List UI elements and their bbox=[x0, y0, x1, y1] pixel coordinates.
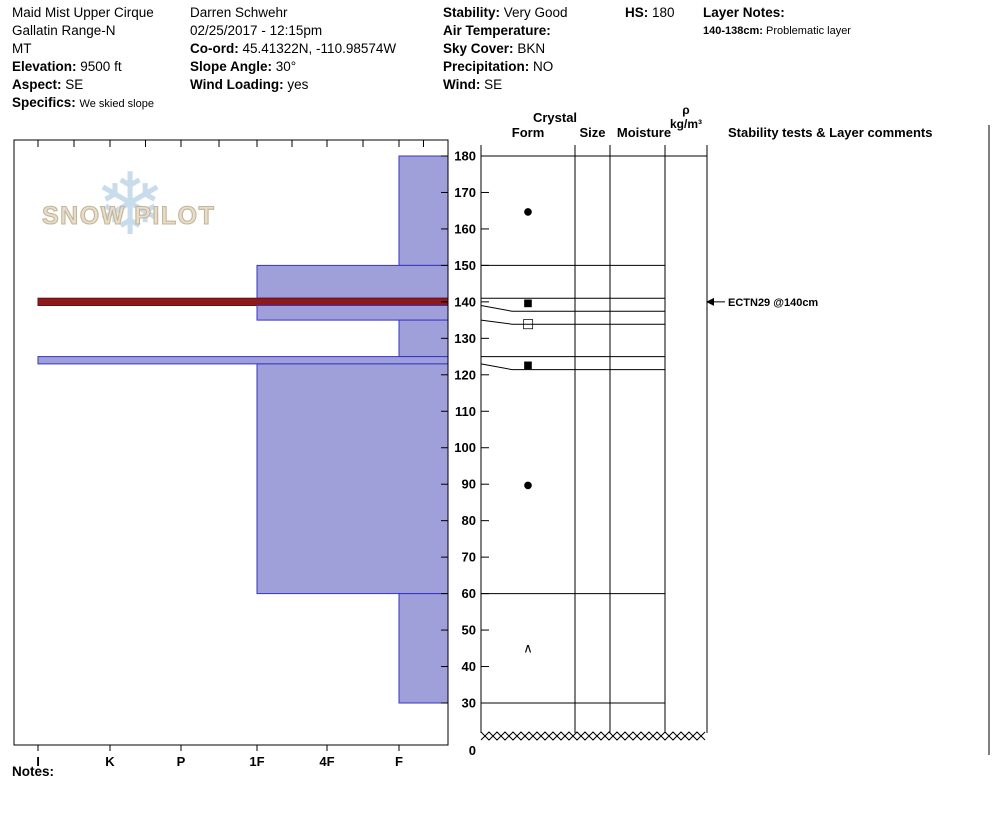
svg-text:30: 30 bbox=[462, 696, 476, 711]
site-aspect: Aspect: SE bbox=[12, 76, 154, 94]
layer-notes-block: Layer Notes: 140-138cm: Problematic laye… bbox=[703, 4, 851, 40]
svg-text:□: □ bbox=[522, 317, 534, 332]
size-column-header: Size bbox=[579, 125, 606, 140]
svg-text:50: 50 bbox=[462, 623, 476, 638]
layer-note: 140-138cm: Problematic layer bbox=[703, 22, 851, 40]
svg-text:90: 90 bbox=[462, 477, 476, 492]
stability-tests-header: Stability tests & Layer comments bbox=[728, 125, 933, 140]
slope-angle-value: 30° bbox=[275, 59, 297, 74]
site-info-block: Maid Mist Upper Cirque Gallatin Range-N … bbox=[12, 4, 154, 112]
svg-text:130: 130 bbox=[454, 331, 476, 346]
svg-text:■: ■ bbox=[523, 298, 532, 309]
air-temperature: Air Temperature: bbox=[443, 22, 568, 40]
hs-block: HS: 180 bbox=[625, 4, 675, 22]
stability: Stability: Very Good bbox=[443, 4, 568, 22]
aspect-label: Aspect: bbox=[12, 77, 62, 92]
svg-text:100: 100 bbox=[454, 440, 476, 455]
precipitation: Precipitation: NO bbox=[443, 58, 568, 76]
site-specifics: Specifics: We skied slope bbox=[12, 94, 154, 112]
precipitation-value: NO bbox=[533, 59, 554, 74]
svg-text:K: K bbox=[105, 754, 115, 769]
wind-loading-value: yes bbox=[287, 77, 309, 92]
logo-snow: SNOW bbox=[41, 201, 126, 230]
site-elevation: Elevation: 9500 ft bbox=[12, 58, 154, 76]
svg-text:0: 0 bbox=[469, 743, 476, 758]
aspect-value: SE bbox=[65, 77, 84, 92]
svg-text:●: ● bbox=[524, 480, 533, 491]
site-range: Gallatin Range-N bbox=[12, 23, 116, 38]
svg-text:1F: 1F bbox=[249, 754, 264, 769]
specifics-label: Specifics: bbox=[12, 95, 76, 110]
svg-text:ECTN29 @140cm: ECTN29 @140cm bbox=[728, 297, 818, 309]
svg-text:110: 110 bbox=[455, 404, 476, 419]
notes-label: Notes: bbox=[12, 764, 55, 779]
coordinates: Co-ord: 45.41322N, -110.98574W bbox=[190, 40, 396, 58]
svg-text:170: 170 bbox=[454, 185, 476, 200]
svg-text:P: P bbox=[177, 754, 186, 769]
snowflake-icon: ❄ bbox=[94, 155, 167, 255]
hs-value: 180 bbox=[652, 5, 675, 20]
wind-label: Wind: bbox=[443, 77, 481, 92]
density-symbol-header: ρ bbox=[682, 103, 690, 117]
wind-value: SE bbox=[484, 77, 503, 92]
coord-label: Co-ord: bbox=[190, 41, 239, 56]
moisture-column-header: Moisture bbox=[616, 125, 672, 140]
elevation-value: 9500 ft bbox=[80, 59, 122, 74]
svg-text:4F: 4F bbox=[319, 754, 334, 769]
logo-text: SNOW PILOT bbox=[41, 201, 216, 231]
svg-text:80: 80 bbox=[462, 513, 476, 528]
stability-value: Very Good bbox=[503, 5, 568, 20]
svg-text:150: 150 bbox=[454, 258, 476, 273]
svg-text:F: F bbox=[395, 754, 403, 769]
svg-text:120: 120 bbox=[454, 367, 476, 382]
observer-block: Darren Schwehr 02/25/2017 - 12:15pm Co-o… bbox=[190, 4, 396, 94]
wind-loading-label: Wind Loading: bbox=[190, 77, 284, 92]
specifics-value: We skied slope bbox=[79, 98, 154, 110]
form-column-header: Form bbox=[511, 125, 545, 140]
logo-pilot: PILOT bbox=[134, 201, 216, 230]
svg-text:∧: ∧ bbox=[523, 641, 533, 656]
svg-text:140: 140 bbox=[454, 294, 476, 309]
sky-cover-value: BKN bbox=[517, 41, 546, 56]
hs-label: HS: bbox=[625, 5, 649, 20]
snowpilot-logo: ❄ SNOW PILOT bbox=[41, 162, 222, 260]
crystal-header: Crystal bbox=[532, 110, 578, 125]
svg-text:160: 160 bbox=[454, 221, 476, 236]
svg-text:60: 60 bbox=[462, 586, 476, 601]
observation-datetime: 02/25/2017 - 12:15pm bbox=[190, 23, 323, 38]
layer-note-range: 140-138cm: bbox=[703, 25, 763, 37]
coord-value: 45.41322N, -110.98574W bbox=[242, 41, 397, 56]
svg-text:I: I bbox=[36, 754, 40, 769]
layer-note-text: Problematic layer bbox=[762, 25, 851, 37]
svg-text:40: 40 bbox=[462, 659, 476, 674]
stability-label: Stability: bbox=[443, 5, 501, 20]
precipitation-label: Precipitation: bbox=[443, 59, 530, 74]
observer-name: Darren Schwehr bbox=[190, 5, 288, 20]
wind-loading: Wind Loading: yes bbox=[190, 76, 396, 94]
air-temperature-label: Air Temperature: bbox=[443, 23, 551, 38]
layer-notes-label: Layer Notes: bbox=[703, 5, 785, 20]
svg-text:70: 70 bbox=[462, 550, 476, 565]
conditions-block: Stability: Very Good Air Temperature: Sk… bbox=[443, 4, 568, 94]
slope-angle: Slope Angle: 30° bbox=[190, 58, 396, 76]
height-of-snow: HS: 180 bbox=[625, 4, 675, 22]
sky-cover: Sky Cover: BKN bbox=[443, 40, 568, 58]
sky-cover-label: Sky Cover: bbox=[443, 41, 514, 56]
density-units-header: kg/m³ bbox=[669, 117, 702, 131]
svg-text:●: ● bbox=[524, 207, 533, 218]
svg-text:■: ■ bbox=[523, 360, 532, 371]
svg-text:180: 180 bbox=[454, 149, 476, 164]
elevation-label: Elevation: bbox=[12, 59, 77, 74]
wind: Wind: SE bbox=[443, 76, 568, 94]
site-name: Maid Mist Upper Cirque bbox=[12, 5, 154, 20]
slope-angle-label: Slope Angle: bbox=[190, 59, 273, 74]
site-state: MT bbox=[12, 41, 32, 56]
